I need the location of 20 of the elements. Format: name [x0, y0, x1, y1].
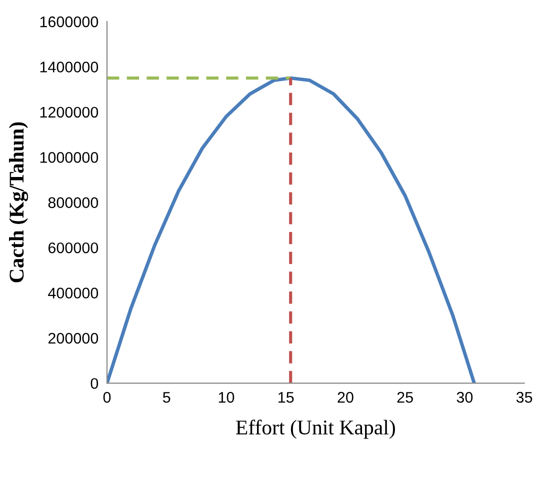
x-tick-label: 10: [218, 392, 234, 403]
y-tick-label: 200000: [48, 332, 98, 344]
x-tick-label: 30: [456, 392, 473, 403]
y-tick-label: 1400000: [40, 62, 98, 72]
x-tick-label: 25: [397, 392, 413, 403]
y-axis-title: Cacth (Kg/Tahun): [9, 122, 28, 282]
y-tick-label: 800000: [48, 197, 98, 208]
line-series: [107, 76, 476, 384]
y-tick-label: 1600000: [40, 16, 98, 28]
x-tick-label: 0: [103, 392, 111, 403]
y-tick-label: 1200000: [40, 106, 98, 118]
y-tick-label: 600000: [48, 242, 98, 254]
x-axis-title: Effort (Unit Kapal): [236, 420, 395, 439]
x-tick-label: 35: [516, 392, 532, 403]
y-tick-label: 1000000: [40, 152, 98, 163]
y-tick-label: 400000: [48, 288, 98, 298]
x-tick-label: 20: [338, 392, 354, 403]
x-tick-label: 15: [278, 392, 294, 403]
y-tick-label: 0: [90, 378, 98, 389]
x-tick-label: 5: [162, 392, 170, 403]
